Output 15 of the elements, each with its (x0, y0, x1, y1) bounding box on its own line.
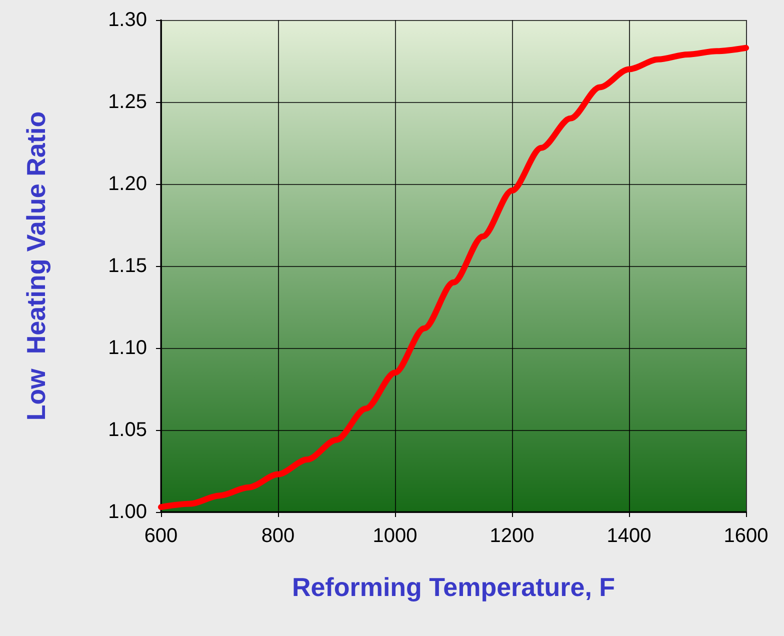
x-tick-label: 600 (144, 525, 178, 547)
y-tick-label: 1.30 (108, 9, 147, 31)
x-tick-label: 800 (261, 525, 295, 547)
y-tick-label: 1.00 (108, 501, 147, 523)
y-tick-label: 1.10 (108, 337, 147, 359)
x-tick-label: 1200 (490, 525, 534, 547)
y-tick-label: 1.20 (108, 173, 147, 195)
y-tick-label: 1.25 (108, 91, 147, 113)
x-tick-label: 1600 (724, 525, 768, 547)
y-axis-title: Low Heating Value Ratio (21, 111, 51, 421)
y-tick-label: 1.15 (108, 255, 147, 277)
x-tick-label: 1400 (606, 525, 652, 547)
x-tick-label: 1000 (372, 525, 418, 547)
y-tick-label: 1.05 (108, 419, 147, 441)
x-axis-title: Reforming Temperature, F (292, 572, 616, 602)
